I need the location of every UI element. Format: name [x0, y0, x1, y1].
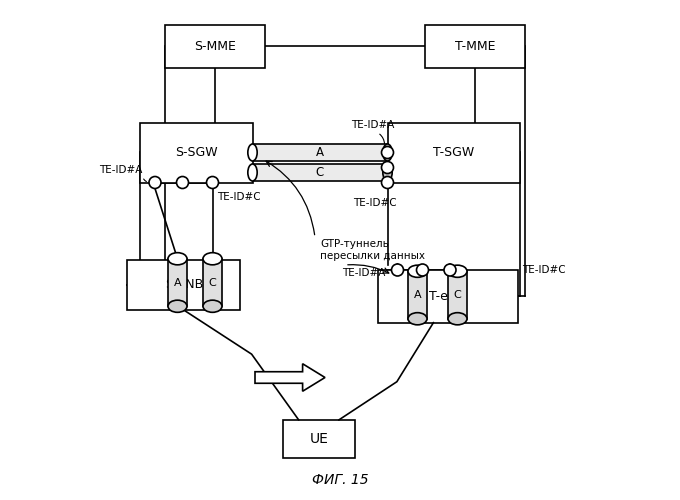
Ellipse shape: [448, 312, 467, 325]
Bar: [127, 260, 240, 310]
Ellipse shape: [203, 252, 222, 265]
Text: UE: UE: [309, 432, 328, 446]
Ellipse shape: [408, 265, 427, 278]
Circle shape: [392, 264, 403, 276]
Text: T-SGW: T-SGW: [433, 146, 475, 159]
Text: C: C: [209, 278, 216, 287]
Text: S-SGW: S-SGW: [175, 146, 218, 159]
Text: S-eNB: S-eNB: [165, 278, 203, 291]
Text: ФИГ. 15: ФИГ. 15: [311, 474, 369, 488]
Ellipse shape: [248, 164, 257, 181]
Text: A: A: [316, 146, 324, 159]
Text: TE-ID#C: TE-ID#C: [522, 265, 566, 275]
Text: T-MME: T-MME: [455, 40, 495, 52]
Ellipse shape: [448, 265, 467, 278]
Bar: [388, 122, 520, 182]
Text: TE-ID#A: TE-ID#A: [341, 268, 385, 278]
Bar: [140, 122, 252, 182]
Circle shape: [381, 162, 394, 173]
Text: GTP-туннель
пересылки данных: GTP-туннель пересылки данных: [320, 239, 425, 261]
Bar: [425, 25, 525, 68]
Ellipse shape: [168, 252, 187, 265]
Circle shape: [381, 176, 394, 188]
Text: T-eNB: T-eNB: [429, 290, 466, 302]
Ellipse shape: [168, 300, 187, 312]
Ellipse shape: [203, 300, 222, 312]
Circle shape: [444, 264, 456, 276]
Bar: [252, 164, 388, 181]
Bar: [408, 271, 427, 319]
Polygon shape: [255, 364, 325, 391]
Ellipse shape: [383, 164, 392, 181]
Text: TE-ID#C: TE-ID#C: [218, 192, 261, 202]
Circle shape: [381, 146, 394, 158]
Circle shape: [416, 264, 428, 276]
Bar: [165, 25, 265, 68]
Bar: [377, 270, 517, 322]
Bar: [252, 144, 388, 161]
Text: S-MME: S-MME: [194, 40, 236, 52]
Ellipse shape: [383, 144, 392, 161]
Text: C: C: [316, 166, 324, 179]
Bar: [282, 420, 355, 458]
Circle shape: [207, 176, 218, 188]
Ellipse shape: [248, 144, 257, 161]
Circle shape: [149, 176, 161, 188]
Text: A: A: [173, 278, 182, 287]
Circle shape: [177, 176, 188, 188]
Bar: [203, 259, 222, 306]
Bar: [448, 271, 467, 319]
Ellipse shape: [408, 312, 427, 325]
Text: TE-ID#A: TE-ID#A: [99, 165, 143, 175]
Text: TE-ID#A: TE-ID#A: [351, 120, 394, 130]
Text: TE-ID#C: TE-ID#C: [353, 198, 397, 207]
Bar: [168, 259, 187, 306]
Text: C: C: [454, 290, 461, 300]
Text: A: A: [413, 290, 422, 300]
